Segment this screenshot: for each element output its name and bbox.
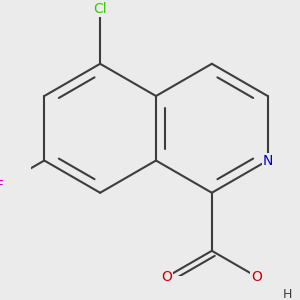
Text: N: N (262, 154, 273, 167)
Text: H: H (283, 288, 292, 300)
Text: O: O (251, 270, 262, 283)
Text: Cl: Cl (93, 2, 107, 16)
Text: F: F (0, 179, 4, 193)
Text: O: O (162, 270, 172, 283)
